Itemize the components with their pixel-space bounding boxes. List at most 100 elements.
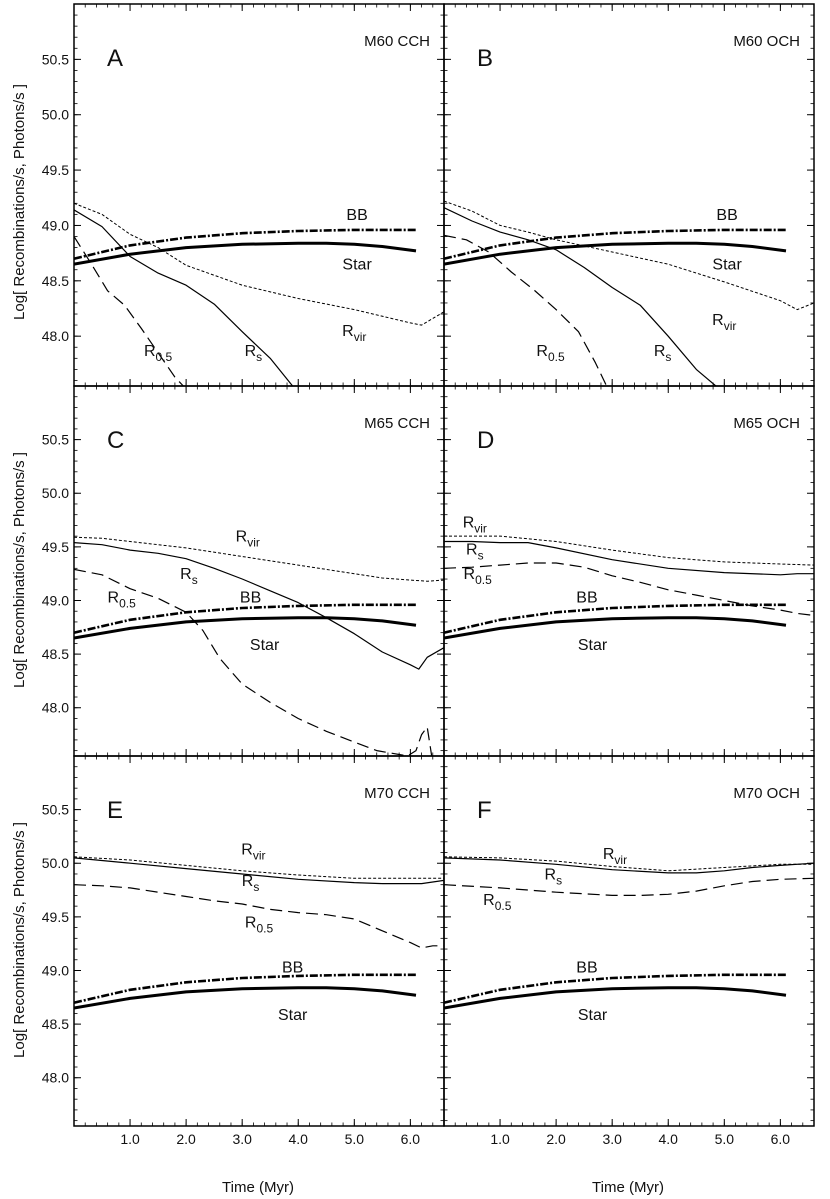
y-axis-title-bottom: Log[ Recombinations/s, Photons/s ] [11, 822, 28, 1058]
panel-e-label-rvir-sub: vir [253, 849, 266, 863]
panel-b-line-rvir [444, 200, 814, 311]
panel-d-label-r05-sub: 0.5 [475, 573, 492, 587]
panel-e-ytick-label: 50.5 [42, 802, 69, 818]
panel-d-label-star-main: Star [578, 637, 608, 654]
panel-a-label-rs-sub: s [256, 350, 262, 364]
panel-f-label-r05: R0.5 [483, 892, 512, 913]
panel-b-label-r05-main: R [536, 343, 548, 360]
panel-a-letter: A [107, 45, 123, 72]
panel-a-ytick-label: 49.5 [42, 162, 69, 178]
panel-c-series [74, 536, 444, 756]
panel-a-line-bb [74, 228, 416, 260]
panel-f-label-star-main: Star [578, 1007, 608, 1024]
panel-c-ytick-label: 50.5 [42, 432, 69, 448]
panel-e-xtick-label: 3.0 [232, 1131, 252, 1147]
panel-e: 48.0 48.5 49.0 49.5 50.0 50.5 1.0 2.0 3.0 4.0 5.0 6… [42, 755, 445, 1147]
panel-a-label-r05: R0.5 [144, 343, 173, 364]
panel-a-frame [73, 3, 445, 387]
panel-a-line-rvir [74, 202, 444, 326]
y-axis-title-top: Log[ Recombinations/s, Photons/s ] [11, 84, 28, 320]
panel-f-line-r05 [444, 877, 814, 897]
panel-d-frame [443, 385, 815, 757]
panel-e-ytick-label: 48.0 [42, 1070, 69, 1086]
panel-e-xtick-label: 2.0 [176, 1131, 196, 1147]
panel-a-label-rs: Rs [245, 343, 263, 364]
panels: 48.0 48.5 49.0 49.5 50.0 50.5 A M60 CCH BB Star Rv… [42, 3, 815, 1147]
panel-d-label-rs: Rs [466, 541, 484, 562]
panel-b-line-bb [444, 228, 786, 260]
panel-f-line-star [444, 986, 787, 1010]
panel-d-label-bb: BB [576, 590, 597, 607]
panel-a-line-star [74, 241, 417, 266]
panel-e-ytick-label: 49.5 [42, 909, 69, 925]
panel-a-label-r05-sub: 0.5 [156, 350, 173, 364]
panel-f-label-r05-sub: 0.5 [495, 899, 512, 913]
panel-b-label-rs: Rs [654, 343, 672, 364]
panel-e-label-rvir: Rvir [241, 842, 265, 863]
panel-e-label-bb: BB [282, 960, 303, 977]
panel-a-series [74, 202, 444, 386]
panel-c-line-rs [74, 542, 444, 670]
panel-d-line-r05 [444, 562, 814, 617]
panel-d-label-rs-main: R [466, 541, 478, 558]
panel-e-series [74, 856, 444, 1010]
panel-e-xtick-label: 4.0 [289, 1131, 309, 1147]
panel-d-label-rvir-main: R [463, 515, 475, 532]
panel-b-label-rvir-sub: vir [724, 319, 737, 333]
panel-a-label-bb: BB [346, 207, 367, 224]
panel-e-ytick-label: 50.0 [42, 855, 69, 871]
panel-e-xtick-label: 1.0 [120, 1131, 140, 1147]
panel-b-label-rs-main: R [654, 343, 666, 360]
panel-c-ytick-label: 48.0 [42, 700, 69, 716]
panel-c-label-r05-sub: 0.5 [119, 597, 136, 611]
panel-d-label-rs-sub: s [478, 548, 484, 562]
panel-b-label-rvir: Rvir [712, 312, 736, 333]
panel-e-frame [73, 755, 445, 1127]
panel-b-frame [443, 3, 815, 387]
panel-e-label-rs-sub: s [253, 880, 259, 894]
panel-c-ytick-label: 48.5 [42, 646, 69, 662]
panel-f-label-rvir-main: R [603, 846, 615, 863]
panel-a-ytick-label: 50.0 [42, 107, 69, 123]
panel-e-letter: E [107, 797, 123, 824]
panel-f-line-bb [444, 973, 786, 1004]
panel-f-label-star: Star [578, 1007, 608, 1024]
panel-a-ytick-label: 48.5 [42, 273, 69, 289]
panel-c-label-rvir: Rvir [236, 529, 260, 550]
panel-c-title: M65 CCH [364, 415, 430, 432]
x-axis-title-left: Time (Myr) [222, 1179, 294, 1196]
panel-e-label-bb-main: BB [282, 960, 303, 977]
panel-a-label-star: Star [342, 257, 372, 274]
panel-e-ytick-label: 48.5 [42, 1016, 69, 1032]
panel-f-xtick-label: 2.0 [546, 1131, 566, 1147]
panel-b-label-r05-sub: 0.5 [548, 350, 565, 364]
panel-c-label-rs-sub: s [192, 573, 198, 587]
panel-f-label-rvir-sub: vir [614, 853, 627, 867]
panel-c-label-rvir-main: R [236, 529, 248, 546]
panel-b-title: M60 OCH [733, 33, 800, 50]
panel-c-label-star-main: Star [250, 637, 280, 654]
panel-a-ytick-label: 50.5 [42, 51, 69, 67]
panel-c-line-bb [74, 603, 416, 634]
panel-c-ytick-label: 50.0 [42, 485, 69, 501]
panel-d-label-r05: R0.5 [464, 566, 493, 587]
panel-d-label-rvir-sub: vir [474, 522, 487, 536]
panel-e-line-rs [74, 857, 444, 885]
panel-c-label-star: Star [250, 637, 280, 654]
panel-b-label-star: Star [712, 257, 742, 274]
panel-f-label-r05-main: R [483, 892, 495, 909]
panel-d-series [444, 535, 814, 640]
panel-b-label-star-main: Star [712, 257, 742, 274]
panel-d-line-bb [444, 603, 786, 634]
panel-f-label-rs-main: R [545, 866, 557, 883]
panel-f-label-rs-sub: s [556, 873, 562, 887]
panel-f-letter: F [477, 797, 492, 824]
panel-e-label-r05: R0.5 [245, 915, 274, 936]
panel-c-label-rs: Rs [180, 566, 198, 587]
panel-c-ytick-label: 49.5 [42, 539, 69, 555]
panel-e-label-rs-main: R [242, 873, 254, 890]
panel-f-xtick-label: 5.0 [715, 1131, 735, 1147]
